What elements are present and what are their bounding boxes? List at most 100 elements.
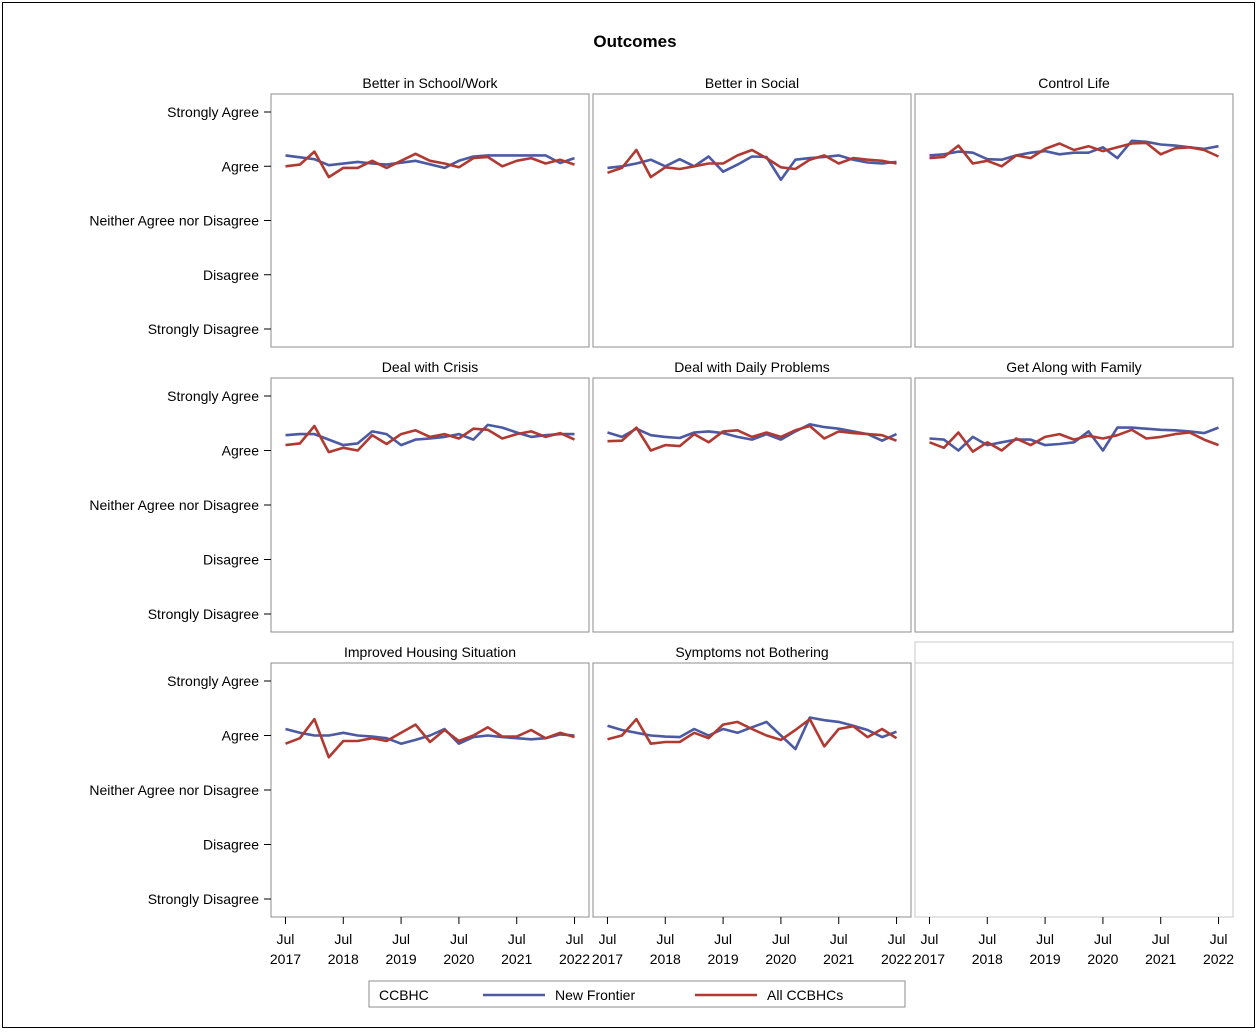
series-line-all-ccbhcs [929,428,1219,453]
panel-header [271,357,589,378]
x-tick-label-year: 2018 [328,951,359,967]
x-tick-label-year: 2017 [270,951,301,967]
series-line-new-frontier [607,154,897,182]
plot-area [914,377,1234,633]
x-tick-label-year: 2019 [1030,951,1061,967]
x-axis-col-3: Jul 2017 Jul 2018 Jul 2019 Jul 2020 Jul 2021 Jul 20… [914,917,1234,967]
y-axis-row-3: Strongly Disagree Disagree Neither Agree n… [89,673,271,907]
y-tick-label: Neither Agree nor Disagree [89,497,259,513]
legend-label-new-frontier: New Frontier [555,987,635,1003]
x-tick-label-year: 2019 [708,951,739,967]
x-tick-label-month: Jul [277,931,295,947]
series-line-all-ccbhcs [285,424,576,454]
y-tick-label: Strongly Disagree [148,321,259,337]
y-tick-label: Agree [222,728,260,744]
y-axis-row-1: Strongly Disagree Disagree Neither Agree n… [89,104,271,337]
panel-deal-with-crisis: Deal with Crisis [270,357,590,633]
x-tick-label-year: 2022 [1203,951,1234,967]
panel-title: Deal with Daily Problems [674,359,830,375]
x-tick-label-month: Jul [888,931,906,947]
series-line-all-ccbhcs [607,717,898,748]
y-tick-label: Disagree [203,267,259,283]
x-tick-label-year: 2020 [443,951,474,967]
series-line-new-frontier [285,154,575,170]
plot-area [592,377,912,633]
y-tick-label: Neither Agree nor Disagree [89,782,259,798]
x-tick-label-month: Jul [921,931,939,947]
series-line-new-frontier [929,426,1219,452]
x-axis-col-2: Jul 2017 Jul 2018 Jul 2019 Jul 2020 Jul 2021 Jul 20… [592,917,912,967]
y-axis-row-2: Strongly Disagree Disagree Neither Agree n… [89,388,271,622]
x-tick-label-year: 2021 [823,951,854,967]
panel-improved-housing-situation: Improved Housing Situation [270,642,590,918]
panel-header [915,73,1233,94]
panel-symptoms-not-bothering: Symptoms not Bothering [592,642,912,918]
x-tick-label-year: 2020 [1087,951,1118,967]
x-tick-label-year: 2022 [559,951,590,967]
series-line-new-frontier [285,727,575,746]
panel-header [271,73,589,94]
panel-control-life: Control Life [914,73,1234,348]
panel-better-in-social: Better in Social [592,73,912,348]
x-tick-label-year: 2021 [501,951,532,967]
series-line-all-ccbhcs [607,424,897,452]
y-tick-label: Strongly Agree [167,673,259,689]
series-line-all-ccbhcs [929,141,1220,168]
panel-title: Control Life [1038,75,1110,91]
series-line-new-frontier [929,139,1219,161]
x-tick-label-month: Jul [450,931,468,947]
panel-title: Improved Housing Situation [344,644,516,660]
x-tick-label-month: Jul [656,931,674,947]
x-tick-label-month: Jul [714,931,732,947]
x-tick-label-month: Jul [392,931,410,947]
legend-title: CCBHC [379,987,429,1003]
x-tick-label-month: Jul [508,931,526,947]
series-line-all-ccbhcs [285,150,575,179]
x-tick-label-month: Jul [772,931,790,947]
plot-area [270,377,590,633]
y-tick-label: Strongly Disagree [148,891,259,907]
x-tick-label-month: Jul [978,931,996,947]
x-tick-label-month: Jul [1094,931,1112,947]
plot-area [914,93,1234,348]
panel-title: Symptoms not Bothering [675,644,828,660]
panel-title: Deal with Crisis [382,359,478,375]
panel-title: Better in Social [705,75,799,91]
x-tick-label-month: Jul [1210,931,1228,947]
panel-header [593,357,911,378]
x-tick-label-year: 2018 [972,951,1003,967]
panel-header [914,641,1234,664]
series-line-new-frontier [285,423,575,447]
x-tick-label-month: Jul [334,931,352,947]
panel-better-in-school-work: Better in School/Work [270,73,590,348]
plot-area [270,93,590,348]
x-axis-col-1: Jul 2017 Jul 2018 Jul 2019 Jul 2020 Jul 2021 Jul 20… [270,917,590,967]
series-line-new-frontier [607,716,897,751]
legend-box [368,980,906,1008]
y-tick-label: Strongly Agree [167,388,259,404]
x-tick-label-year: 2020 [765,951,796,967]
x-tick-label-month: Jul [830,931,848,947]
series-line-all-ccbhcs [607,148,897,179]
panel-header [593,642,911,663]
y-tick-label: Agree [222,158,260,174]
plot-area [592,93,912,348]
panel-get-along-with-family: Get Along with Family [914,357,1234,633]
panel-deal-with-daily-problems: Deal with Daily Problems [592,357,912,633]
x-tick-label-month: Jul [566,931,584,947]
plot-area [592,662,912,918]
legend-label-all-ccbhcs: All CCBHCs [767,987,843,1003]
panel-header [593,73,911,94]
panel-title: Get Along with Family [1006,359,1141,375]
x-tick-label-year: 2022 [881,951,912,967]
x-tick-label-year: 2017 [914,951,945,967]
x-tick-label-month: Jul [599,931,617,947]
x-tick-label-year: 2018 [650,951,681,967]
panel-header [915,357,1233,378]
x-tick-label-year: 2017 [592,951,623,967]
x-tick-label-year: 2019 [386,951,417,967]
y-tick-label: Neither Agree nor Disagree [89,213,259,229]
empty-panel [914,641,1234,918]
y-tick-label: Agree [222,443,260,459]
